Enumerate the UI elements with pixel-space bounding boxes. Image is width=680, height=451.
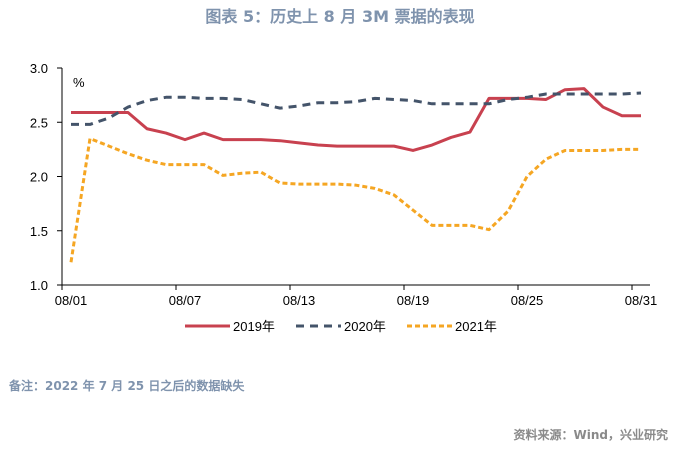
y-tick-label: 2.5 <box>30 115 48 130</box>
source-note: 资料来源：Wind，兴业研究 <box>513 428 668 442</box>
x-tick-label: 08/01 <box>55 293 88 308</box>
legend-label: 2020年 <box>344 319 386 334</box>
series-lines <box>69 87 642 263</box>
series-line-2021年 <box>69 137 641 263</box>
y-tick-label: 3.0 <box>30 61 48 76</box>
series-line-2019年 <box>71 87 641 152</box>
chart-title: 图表 5：历史上 8 月 3M 票据的表现 <box>205 7 475 26</box>
y-tick-label: 1.0 <box>30 278 48 293</box>
legend-label: 2021年 <box>455 319 497 334</box>
footnote: 备注：2022 年 7 月 25 日之后的数据缺失 <box>9 379 245 393</box>
x-tick-label: 08/19 <box>397 293 430 308</box>
legend: 2019年 2020年 2021年 <box>185 319 497 334</box>
x-tick-label: 08/13 <box>283 293 316 308</box>
legend-label: 2019年 <box>233 319 275 334</box>
x-tick-label: 08/25 <box>511 293 544 308</box>
y-tick-label: 2.0 <box>30 170 48 185</box>
series-line-2020年 <box>71 91 642 126</box>
unit-label: % <box>73 75 85 90</box>
x-tick-label: 08/07 <box>169 293 202 308</box>
axes: 1.0 1.5 2.0 2.5 3.0 08/01 08/07 08/13 08/19 08/25… <box>30 61 657 308</box>
x-tick-label: 08/31 <box>625 293 658 308</box>
y-tick-label: 1.5 <box>30 224 48 239</box>
